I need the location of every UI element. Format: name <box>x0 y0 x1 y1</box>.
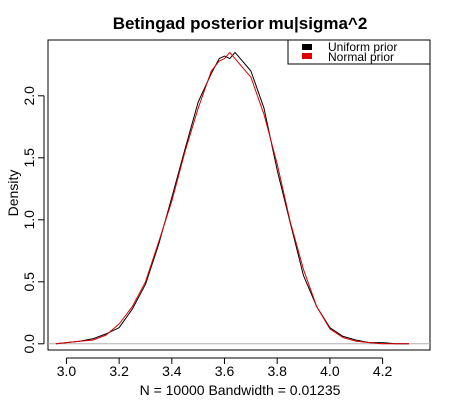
x-tick-label: 3.8 <box>267 363 287 379</box>
x-tick-label: 4.2 <box>373 363 393 379</box>
plot-frame <box>47 39 431 351</box>
x-tick-label: 3.4 <box>162 363 182 379</box>
y-tick-label: 0.5 <box>21 272 37 292</box>
legend-label-normal: Normal prior <box>328 50 394 64</box>
x-tick-label: 3.6 <box>215 363 235 379</box>
legend-label-uniform: Uniform prior <box>328 40 397 54</box>
series-line-uniform-prior <box>55 51 409 345</box>
y-tick-label: 0.0 <box>21 334 37 354</box>
x-tick-label: 4.0 <box>320 363 340 379</box>
chart-title: Betingad posterior mu|sigma^2 <box>113 14 368 33</box>
y-tick-label: 1.0 <box>21 210 37 230</box>
series-layer <box>55 51 409 345</box>
x-axis: 3.0 3.2 3.4 3.6 3.8 4.0 4.2 <box>57 357 393 379</box>
x-tick-label: 3.0 <box>57 363 77 379</box>
legend-swatch-normal <box>302 53 312 59</box>
legend: Uniform prior Normal prior <box>287 39 431 65</box>
series-line-normal-prior <box>55 51 409 345</box>
x-axis-label: N = 10000 Bandwidth = 0.01235 <box>140 382 341 398</box>
legend-swatch-uniform <box>302 44 312 50</box>
y-tick-label: 2.0 <box>21 86 37 106</box>
y-axis-label: Density <box>5 170 21 217</box>
y-tick-label: 1.5 <box>21 148 37 168</box>
y-axis: 0.0 0.5 1.0 1.5 2.0 <box>21 86 45 354</box>
x-tick-label: 3.2 <box>109 363 129 379</box>
